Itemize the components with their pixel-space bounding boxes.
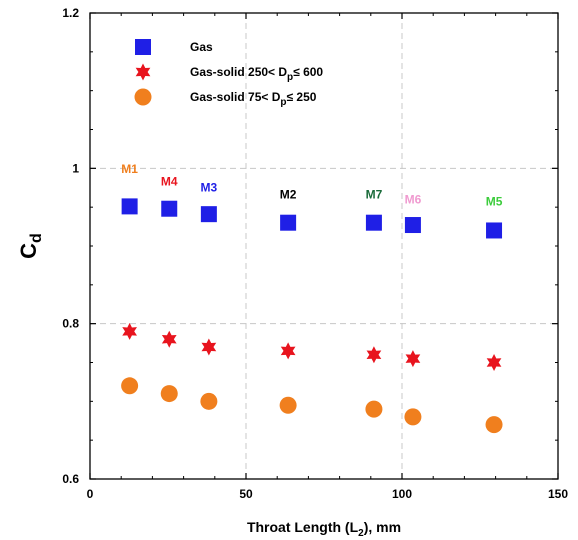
annotation-label: M3 <box>201 181 218 195</box>
data-point-series-0 <box>486 222 503 239</box>
x-axis-title-pre: Throat Length (L <box>247 519 359 535</box>
x-axis-title: Throat Length (L2), mm <box>247 519 401 539</box>
annotation-label: M1 <box>121 162 138 176</box>
legend-label-gas: Gas <box>190 40 213 54</box>
y-tick-label: 0.8 <box>62 317 79 331</box>
legend-1-sub: p <box>287 72 293 83</box>
data-point-series-1 <box>405 350 421 368</box>
y-tick-label: 1.2 <box>62 6 79 20</box>
y-tick-label: 1 <box>72 161 79 175</box>
axis-tick-labels: 0 50 100 150 0.6 0.8 1 1.2 <box>62 6 568 501</box>
legend-label-gas-solid-large: Gas-solid 250< Dp≤ 600 <box>190 65 323 83</box>
data-point-series-2 <box>365 400 383 418</box>
annotation-label: M4 <box>161 174 178 188</box>
legend-2-sub: p <box>280 97 286 108</box>
x-axis-title-post: ), mm <box>364 519 401 535</box>
legend-1-pre: Gas-solid 250< D <box>190 65 287 79</box>
data-marks <box>121 198 503 434</box>
data-point-series-2 <box>121 377 139 395</box>
legend-2-pre: Gas-solid 75< D <box>190 90 281 104</box>
y-axis-title-main: C <box>16 243 41 259</box>
annotation-label: M6 <box>405 192 422 206</box>
data-point-series-2 <box>404 408 422 426</box>
x-tick-label: 150 <box>548 487 568 501</box>
data-point-series-1 <box>486 354 502 371</box>
y-tick-label: 0.6 <box>62 472 79 486</box>
x-tick-label: 50 <box>239 487 253 501</box>
legend: Gas Gas-solid 250< Dp≤ 600 Gas-solid 75<… <box>134 39 323 108</box>
data-point-series-2 <box>200 392 218 410</box>
data-point-series-0 <box>365 214 382 231</box>
data-point-series-0 <box>161 200 178 217</box>
legend-marker-2 <box>134 88 152 106</box>
legend-1-post: ≤ 600 <box>293 65 323 79</box>
y-axis-title: Cd <box>16 233 45 259</box>
data-point-series-0 <box>280 214 297 231</box>
legend-marker-1 <box>135 63 151 81</box>
annotation-label: M2 <box>280 188 297 202</box>
x-axis-title-sub: 2 <box>358 528 364 539</box>
legend-marker-0 <box>135 39 151 55</box>
x-tick-label: 0 <box>87 487 94 501</box>
x-tick-label: 100 <box>392 487 412 501</box>
data-point-series-1 <box>122 322 137 340</box>
data-point-series-2 <box>160 385 178 403</box>
annotation-label: M5 <box>486 195 503 209</box>
legend-markers <box>134 39 152 106</box>
axis-ticks <box>89 12 559 480</box>
data-point-series-1 <box>280 342 296 360</box>
data-point-series-2 <box>485 416 503 434</box>
data-point-series-0 <box>121 198 138 215</box>
data-point-series-1 <box>366 346 382 364</box>
legend-2-post: ≤ 250 <box>286 90 316 104</box>
data-point-series-2 <box>279 396 297 414</box>
annotations: M1 M4 M3 M2 M7 M6 M5 <box>121 162 502 209</box>
data-point-series-1 <box>201 338 217 356</box>
data-point-series-0 <box>404 217 421 234</box>
legend-label-gas-solid-small: Gas-solid 75< Dp≤ 250 <box>190 90 317 108</box>
plot-frame <box>89 12 559 480</box>
grid-lines <box>90 13 558 479</box>
data-point-series-0 <box>200 206 217 223</box>
y-axis-title-sub: d <box>28 233 45 243</box>
annotation-label: M7 <box>366 188 383 202</box>
data-point-series-1 <box>161 330 177 348</box>
